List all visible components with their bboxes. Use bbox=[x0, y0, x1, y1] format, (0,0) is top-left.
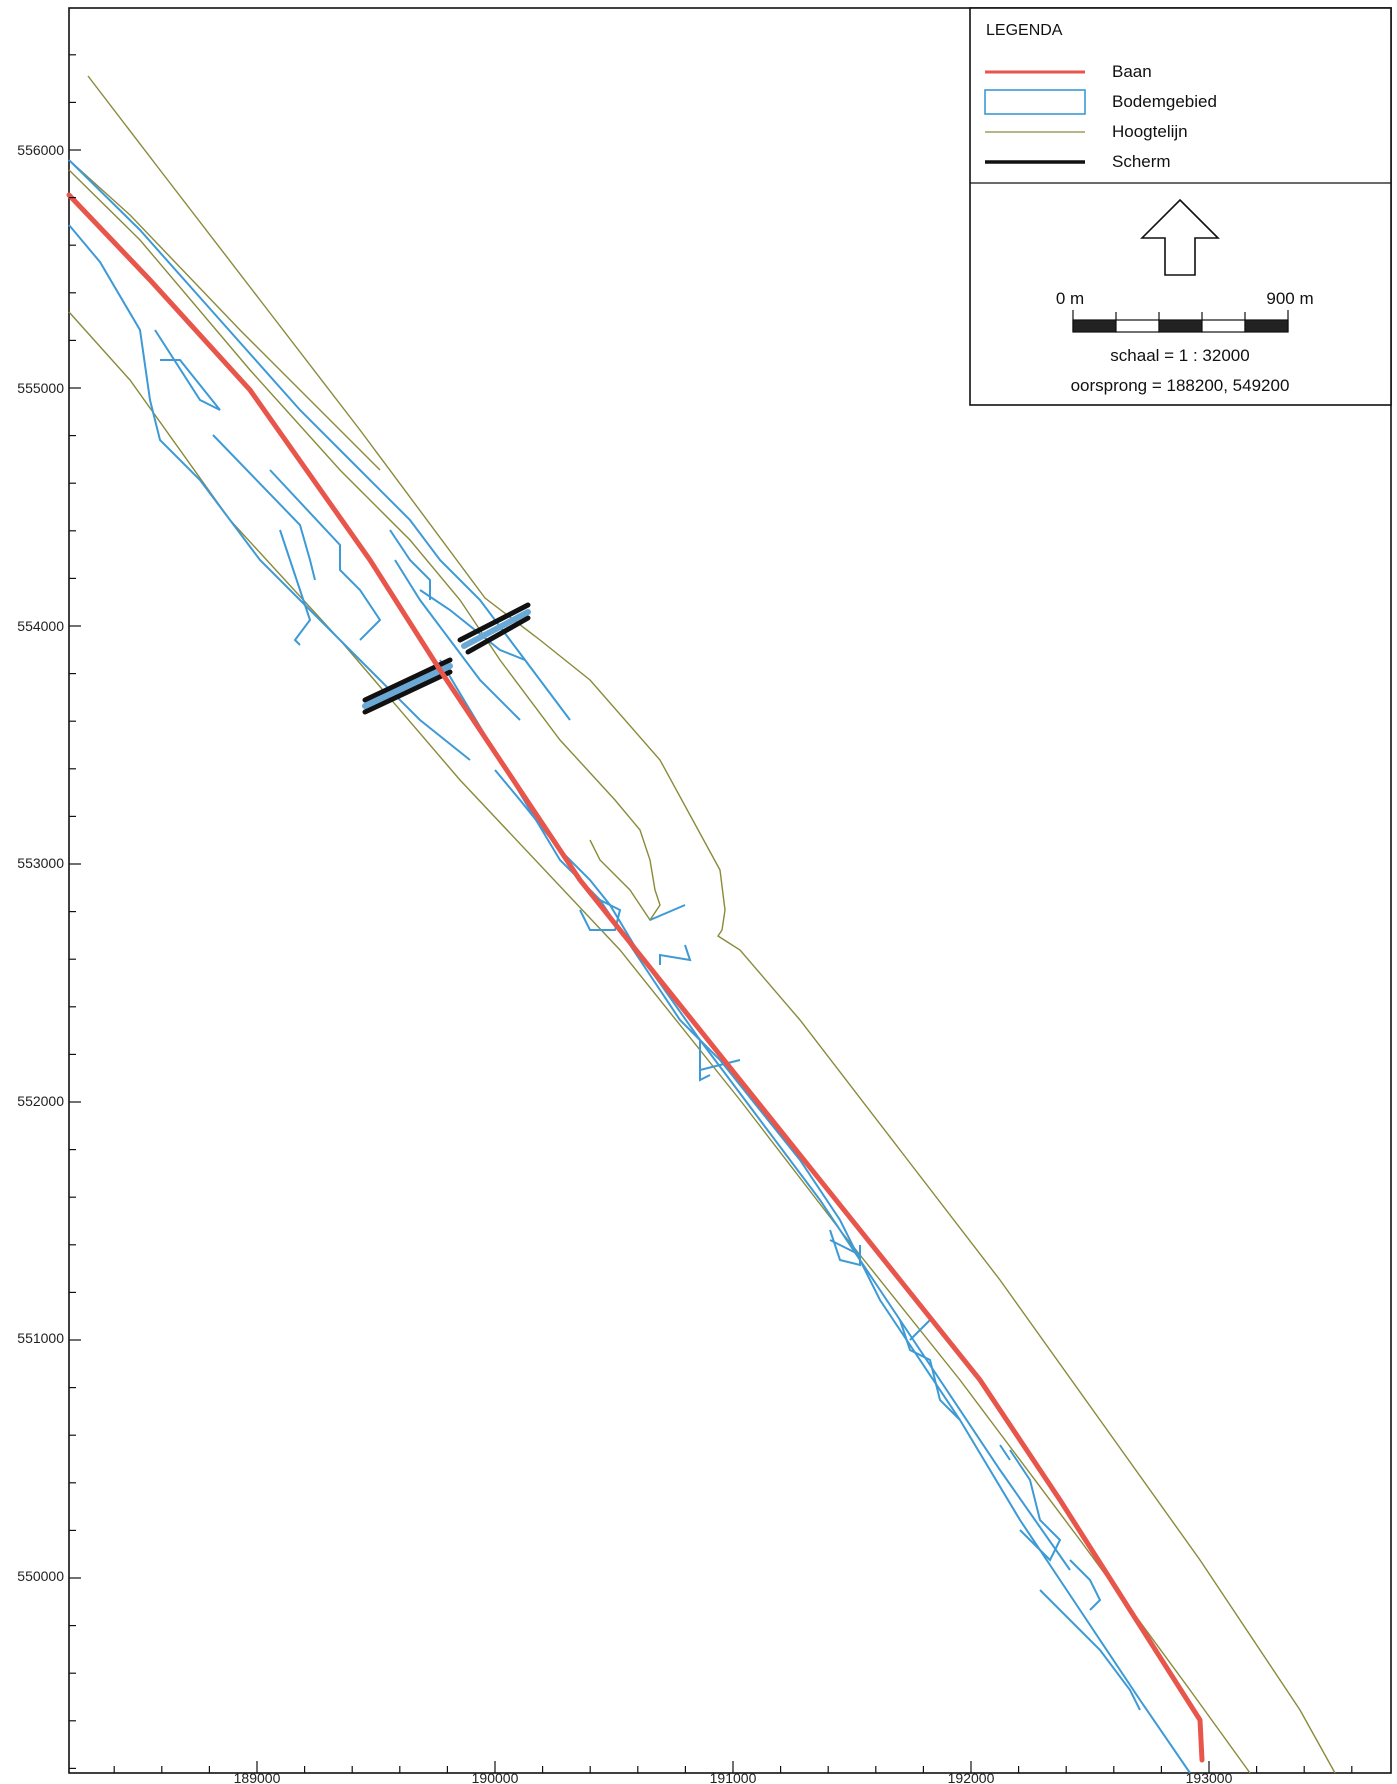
bodem-parking-a bbox=[154, 329, 221, 411]
y-axis-labels: 556000 555000 554000 553000 552000 55100… bbox=[17, 142, 64, 1584]
x-tick-label: 191000 bbox=[710, 1770, 757, 1784]
legend-scherm-label: Scherm bbox=[1112, 152, 1171, 171]
bodem-pad-a bbox=[579, 879, 622, 931]
bodem-edge-left bbox=[68, 224, 471, 761]
scherm-barrier-2-inner bbox=[465, 615, 531, 655]
y-tick-label: 554000 bbox=[17, 618, 64, 634]
bodem-crossbar-3 bbox=[829, 1239, 861, 1256]
x-tick-label: 193000 bbox=[1186, 1770, 1233, 1784]
scale-end-label: 900 m bbox=[1266, 289, 1313, 308]
scherm-barrier-2-mid bbox=[461, 609, 531, 649]
y-tick-label: 553000 bbox=[17, 855, 64, 871]
x-tick-label: 189000 bbox=[234, 1770, 281, 1784]
hoogtelijn-outer-right bbox=[87, 75, 1336, 1774]
y-tick-label: 555000 bbox=[17, 380, 64, 396]
bodem-pad-g bbox=[1069, 1559, 1102, 1611]
bodem-pad-e bbox=[899, 1319, 961, 1421]
scale-bar bbox=[1072, 310, 1289, 333]
bodem-crossbar-2 bbox=[699, 1059, 741, 1071]
legend: LEGENDA Baan Bodemgebied Hoogtelijn Sche… bbox=[969, 7, 1392, 406]
north-arrow-icon bbox=[1140, 198, 1220, 276]
legend-title: LEGENDA bbox=[986, 22, 1063, 39]
bodem-parking-c bbox=[269, 469, 382, 641]
legend-bodemgebied-label: Bodemgebied bbox=[1112, 92, 1217, 111]
y-tick-label: 550000 bbox=[17, 1568, 64, 1584]
bodem-access-a bbox=[389, 529, 431, 600]
bodem-crossbar-5 bbox=[999, 1444, 1011, 1461]
bodem-crossbar-1 bbox=[649, 904, 686, 921]
legend-hoogtelijn-label: Hoogtelijn bbox=[1112, 122, 1188, 141]
bodem-parking-b bbox=[212, 434, 316, 581]
origin-text: oorsprong = 188200, 549200 bbox=[1071, 376, 1290, 395]
scherm-barrier-2-outer bbox=[457, 602, 531, 643]
x-tick-label: 192000 bbox=[948, 1770, 995, 1784]
bodem-access-b bbox=[394, 559, 521, 721]
hoogtelijn-inner-b bbox=[68, 159, 381, 471]
axis-ticks bbox=[69, 54, 1353, 1773]
legend-baan-label: Baan bbox=[1112, 62, 1152, 81]
y-tick-label: 551000 bbox=[17, 1330, 64, 1346]
x-axis-labels: 189000 190000 191000 192000 193000 bbox=[234, 1770, 1233, 1784]
bodem-parking-d bbox=[279, 529, 312, 646]
bodem-edge-top bbox=[68, 159, 571, 721]
bodem-tail bbox=[1039, 1589, 1141, 1711]
hoogtelijn-inner-a bbox=[68, 169, 661, 922]
scale-start-label: 0 m bbox=[1056, 289, 1084, 308]
scherm-barrier-1-mid bbox=[362, 663, 453, 709]
scale-ratio-text: schaal = 1 : 32000 bbox=[1110, 346, 1249, 365]
y-tick-label: 556000 bbox=[17, 142, 64, 158]
baan-runway bbox=[66, 192, 1205, 1763]
legend-bodemgebied-swatch bbox=[984, 89, 1086, 115]
bodem-pad-b bbox=[659, 944, 692, 965]
scherm-barrier-1-inner bbox=[362, 669, 453, 715]
bodem-pad-f bbox=[1009, 1449, 1062, 1562]
y-tick-label: 552000 bbox=[17, 1093, 64, 1109]
x-tick-label: 190000 bbox=[472, 1770, 519, 1784]
bodem-pad-c bbox=[689, 1029, 711, 1082]
bodem-crossbar-4 bbox=[909, 1319, 931, 1341]
